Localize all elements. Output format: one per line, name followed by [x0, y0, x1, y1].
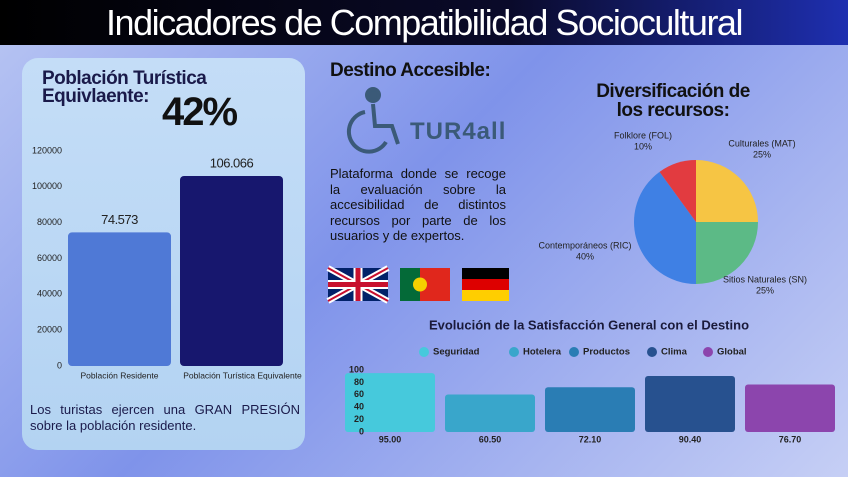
legend-swatch	[509, 347, 519, 357]
value-label: 74.573	[101, 212, 138, 227]
y-tick-label: 60	[354, 389, 364, 399]
logo-icon	[346, 87, 400, 154]
card-heading: Población Turística Equivlaente:	[42, 68, 207, 107]
y-tick-label: 120000	[32, 145, 62, 155]
logo-text: TUR4all	[410, 118, 507, 145]
value-label: 72.10	[579, 434, 602, 444]
card-note: Los turistas ejercen una GRAN PRESIÓN so…	[30, 402, 300, 433]
pie-slice	[633, 171, 696, 284]
y-tick-label: 80000	[37, 217, 62, 227]
bar	[645, 375, 735, 432]
legend-label: Global	[717, 347, 747, 358]
y-tick-label: 20000	[37, 325, 62, 335]
y-tick-label: 0	[57, 360, 62, 370]
pie-slice	[659, 160, 696, 222]
legend-swatch	[703, 347, 713, 357]
bar	[745, 384, 835, 432]
flag-uk	[326, 265, 390, 304]
flag-portugal	[400, 268, 450, 301]
value-label: 106.066	[210, 155, 254, 170]
pie-title: Diversificación de los recursos:	[596, 81, 750, 121]
value-label: 90.40	[679, 434, 702, 444]
pie-slice	[696, 222, 758, 284]
page-title: Indicadores de Compatibilidad Sociocultu…	[106, 2, 743, 43]
pie-slice	[696, 160, 758, 222]
x-tick-label: Población Turística Equivalente	[183, 370, 302, 380]
bar	[180, 175, 283, 366]
slice-value: 40%	[576, 251, 594, 261]
header-bar	[0, 0, 848, 45]
slice-value: 25%	[756, 285, 774, 295]
legend-label: Productos	[583, 347, 630, 358]
x-tick-label: Población Residente	[81, 370, 159, 380]
legend-label: Hotelera	[523, 347, 562, 358]
slice-value: 25%	[753, 149, 771, 159]
y-tick-label: 60000	[37, 253, 62, 263]
value-label: 60.50	[479, 434, 502, 444]
value-label: 95.00	[379, 434, 402, 444]
slice-value: 10%	[634, 141, 652, 151]
legend-swatch	[569, 347, 579, 357]
bar	[345, 373, 435, 432]
accessible-description: Plataforma donde se recoge la evaluación…	[330, 166, 506, 243]
bar	[445, 394, 535, 432]
card-percent: 42%	[162, 90, 238, 134]
bar	[545, 387, 635, 432]
slice-name: Contemporáneos (RIC)	[538, 240, 631, 250]
chart-title: Evolución de la Satisfacción General con…	[429, 317, 749, 332]
legend-swatch	[647, 347, 657, 357]
y-tick-label: 20	[354, 414, 364, 424]
legend-label: Clima	[661, 347, 688, 358]
y-tick-label: 100	[349, 364, 364, 374]
y-tick-label: 80	[354, 377, 364, 387]
accessible-heading: Destino Accesible:	[330, 60, 491, 81]
y-tick-label: 100000	[32, 181, 62, 191]
y-tick-label: 0	[359, 426, 364, 436]
slice-name: Sitios Naturales (SN)	[723, 274, 807, 284]
bar	[68, 232, 171, 366]
legend-label: Seguridad	[433, 347, 480, 358]
slice-name: Culturales (MAT)	[728, 138, 795, 148]
slice-name: Folklore (FOL)	[614, 130, 672, 140]
flag-germany	[462, 268, 509, 301]
y-tick-label: 40000	[37, 289, 62, 299]
legend-swatch	[419, 347, 429, 357]
y-tick-label: 40	[354, 402, 364, 412]
value-label: 76.70	[779, 434, 802, 444]
